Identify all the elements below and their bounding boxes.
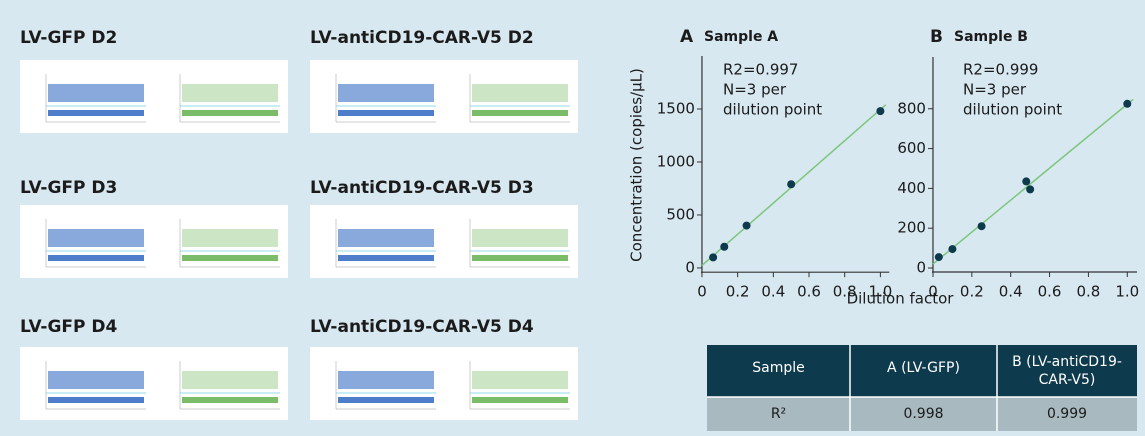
thumb-band xyxy=(182,229,278,247)
x-tick-label: 0.2 xyxy=(960,283,984,301)
figure: LV-GFP D2 LV-antiCD19-CAR-V5 D2 LV-GFP D… xyxy=(0,0,1145,436)
thumb-band xyxy=(182,371,278,389)
point xyxy=(1026,185,1034,193)
panel-label: LV-antiCD19-CAR-V5 D3 xyxy=(310,178,534,198)
y-tick-label: 0 xyxy=(916,259,926,277)
point xyxy=(743,222,751,230)
point xyxy=(978,222,986,230)
chart-title: Sample A xyxy=(704,29,778,45)
thumb-band xyxy=(48,110,144,116)
thumb-band xyxy=(48,255,144,261)
x-tick-label: 0 xyxy=(697,283,707,301)
thumb-band xyxy=(472,371,568,389)
annotation: dilution point xyxy=(723,101,822,119)
thumb-band xyxy=(48,84,144,102)
x-tick-label: 0.4 xyxy=(761,283,785,301)
thumb-band xyxy=(338,397,434,403)
x-tick-label: 0.8 xyxy=(833,283,857,301)
y-tick-label: 200 xyxy=(897,219,926,237)
panel-label: LV-antiCD19-CAR-V5 D4 xyxy=(310,317,534,337)
point xyxy=(876,107,884,115)
table-header: A (LV-GFP) xyxy=(887,360,960,376)
x-tick-label: 0 xyxy=(928,283,938,301)
panel-letter: A xyxy=(680,27,694,47)
point xyxy=(1123,100,1131,108)
x-tick-label: 1.0 xyxy=(1115,283,1139,301)
point xyxy=(720,243,728,251)
x-tick-label: 0.4 xyxy=(999,283,1023,301)
thumb-band xyxy=(472,229,568,247)
thumb-band xyxy=(472,397,568,403)
thumb-band xyxy=(472,110,568,116)
x-axis-label: Dilution factor xyxy=(847,290,955,308)
annotation: R2=0.999 xyxy=(963,61,1038,79)
x-tick-label: 0.8 xyxy=(1076,283,1100,301)
thumb-band xyxy=(472,84,568,102)
annotation: N=3 per xyxy=(723,81,787,99)
thumb-band xyxy=(48,229,144,247)
table-cell: 0.998 xyxy=(903,406,943,422)
table-header: Sample xyxy=(752,360,805,376)
chart-title: Sample B xyxy=(954,29,1028,45)
thumb-band xyxy=(338,371,434,389)
x-tick-label: 0.6 xyxy=(797,283,821,301)
point xyxy=(709,253,717,261)
y-tick-label: 600 xyxy=(897,139,926,157)
x-tick-label: 1.0 xyxy=(868,283,892,301)
point xyxy=(935,253,943,261)
table-cell: 0.999 xyxy=(1047,406,1087,422)
annotation: N=3 per xyxy=(963,81,1027,99)
panel-label: LV-antiCD19-CAR-V5 D2 xyxy=(310,28,534,48)
y-tick-label: 1500 xyxy=(657,99,695,117)
thumb-band xyxy=(182,84,278,102)
thumb-band xyxy=(182,255,278,261)
y-tick-label: 400 xyxy=(897,179,926,197)
thumb-band xyxy=(338,229,434,247)
thumb-band xyxy=(48,397,144,403)
x-tick-label: 0.6 xyxy=(1038,283,1062,301)
panel-label: LV-GFP D4 xyxy=(20,317,118,337)
x-tick-label: 0.2 xyxy=(726,283,750,301)
fit-line xyxy=(933,99,1133,264)
y-tick-label: 800 xyxy=(897,99,926,117)
thumb-band xyxy=(338,255,434,261)
annotation: dilution point xyxy=(963,101,1062,119)
annotation: R2=0.997 xyxy=(723,61,798,79)
point xyxy=(787,180,795,188)
y-tick-label: 1000 xyxy=(657,152,695,170)
table-cell: R² xyxy=(771,406,786,422)
y-axis-label: Concentration (copies/µL) xyxy=(628,68,646,262)
thumb-band xyxy=(182,397,278,403)
y-tick-label: 500 xyxy=(666,205,695,223)
panel-label: LV-GFP D3 xyxy=(20,178,117,198)
panel-letter: B xyxy=(930,27,943,47)
thumb-band xyxy=(48,371,144,389)
y-tick-label: 0 xyxy=(685,258,695,276)
thumb-band xyxy=(472,255,568,261)
panel-label: LV-GFP D2 xyxy=(20,28,117,48)
thumb-band xyxy=(182,110,278,116)
thumb-band xyxy=(338,110,434,116)
figure-canvas: LV-GFP D2 LV-antiCD19-CAR-V5 D2 LV-GFP D… xyxy=(0,0,1145,436)
thumb-band xyxy=(338,84,434,102)
point xyxy=(1022,177,1030,185)
point xyxy=(948,245,956,253)
